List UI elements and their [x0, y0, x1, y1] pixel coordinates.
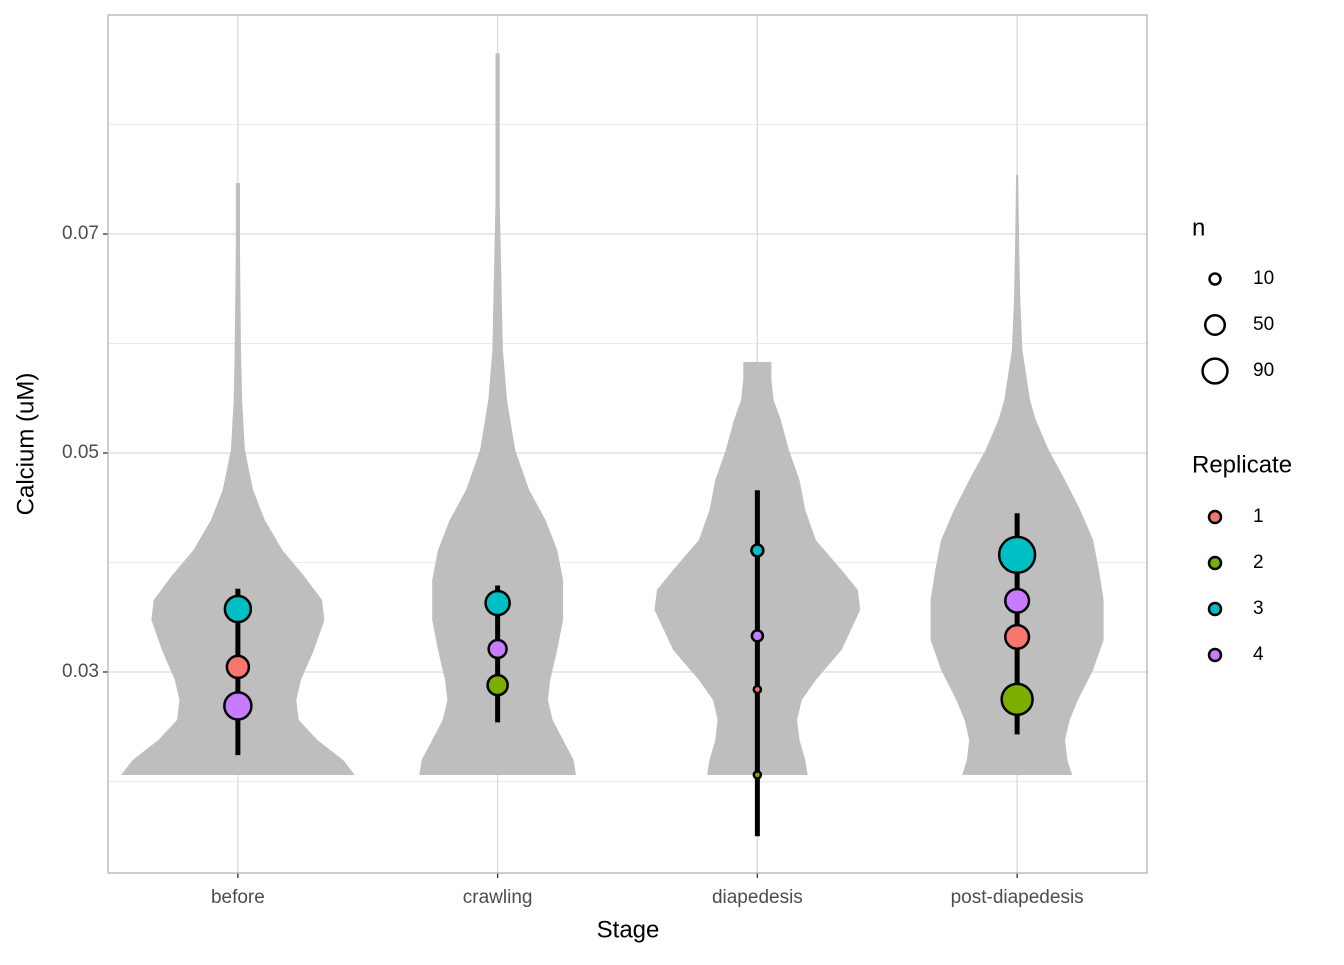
y-tick-label: 0.03	[62, 661, 99, 682]
replicate-point	[750, 543, 765, 558]
color-legend-key	[1207, 509, 1223, 525]
size-legend-key	[1203, 313, 1227, 337]
replicate-point	[223, 594, 253, 624]
x-tick-label: before	[211, 887, 265, 908]
violin	[930, 174, 1104, 775]
y-tick-label: 0.07	[62, 223, 99, 244]
x-tick-label: crawling	[463, 887, 533, 908]
color-legend-key	[1207, 647, 1223, 663]
x-axis-title: Stage	[597, 916, 660, 943]
y-axis-title: Calcium (uM)	[12, 373, 39, 516]
color-legend-title: Replicate	[1192, 451, 1292, 478]
color-legend-label: 1	[1253, 506, 1264, 527]
color-legend-label: 3	[1253, 598, 1264, 619]
replicate-point	[752, 770, 763, 780]
x-tick-label: diapedesis	[712, 887, 803, 908]
replicate-point	[486, 673, 509, 697]
violin	[121, 183, 355, 775]
panel-border	[107, 14, 1148, 874]
color-legend-key	[1207, 555, 1223, 571]
y-tick-label: 0.05	[62, 442, 99, 463]
replicate-point	[225, 654, 251, 680]
size-legend-label: 90	[1253, 360, 1274, 381]
violin	[419, 53, 576, 776]
replicate-point	[752, 684, 763, 695]
color-legend-key	[1207, 601, 1223, 617]
size-legend-label: 50	[1253, 314, 1274, 335]
size-legend-label: 10	[1253, 268, 1274, 289]
color-legend-label: 4	[1253, 644, 1264, 665]
replicate-point	[223, 691, 253, 721]
replicate-point	[487, 638, 508, 660]
size-legend-key	[1201, 357, 1229, 385]
size-legend-key	[1208, 272, 1222, 286]
replicate-point	[750, 629, 765, 643]
x-tick-label: post-diapedesis	[951, 887, 1084, 908]
replicate-point	[997, 535, 1037, 574]
replicate-point	[1000, 682, 1034, 717]
replicate-point	[1004, 623, 1031, 651]
replicate-point	[1004, 587, 1031, 614]
replicate-point	[484, 589, 511, 617]
size-legend-title: n	[1192, 214, 1205, 241]
color-legend-label: 2	[1253, 552, 1264, 573]
